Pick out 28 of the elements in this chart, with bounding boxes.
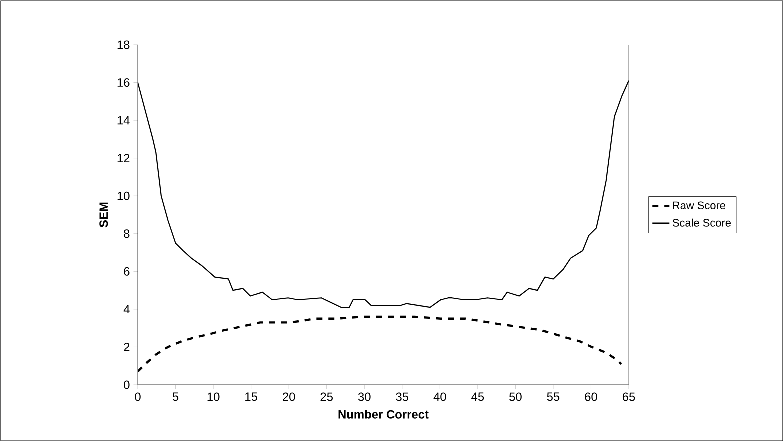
x-tick-label: 50 xyxy=(510,392,522,402)
x-tick-label: 10 xyxy=(208,392,220,402)
x-axis-title: Number Correct xyxy=(338,410,429,419)
y-tick-label: 10 xyxy=(118,192,130,200)
y-tick-label: 12 xyxy=(118,154,130,163)
x-tick-label: 65 xyxy=(622,392,636,402)
y-tick-label: 2 xyxy=(124,343,130,352)
y-tick-label: 6 xyxy=(124,267,130,276)
x-tick-label: 25 xyxy=(320,392,333,402)
x-tick-label: 35 xyxy=(396,392,409,402)
y-axis-title: SEM xyxy=(100,202,108,228)
x-tick-label: 55 xyxy=(547,392,560,402)
y-tick-label: 14 xyxy=(118,116,130,125)
x-tick-label: 15 xyxy=(246,392,258,402)
y-tick-label: 16 xyxy=(118,78,130,87)
x-tick-label: 20 xyxy=(283,392,296,402)
x-tick-label: 30 xyxy=(358,392,371,402)
x-tick-label: 0 xyxy=(135,392,141,402)
y-tick-label: 4 xyxy=(124,305,130,314)
legend-label: Raw Score xyxy=(673,202,726,210)
y-tick-label: 18 xyxy=(118,40,130,50)
y-tick-label: 0 xyxy=(124,380,130,390)
y-tick-label: 8 xyxy=(124,230,130,238)
x-tick-label: 40 xyxy=(434,392,446,402)
x-tick-label: 60 xyxy=(585,392,598,402)
x-tick-label: 45 xyxy=(472,392,484,402)
x-tick-label: 5 xyxy=(172,392,179,402)
legend-label: Scale Score xyxy=(672,218,732,227)
